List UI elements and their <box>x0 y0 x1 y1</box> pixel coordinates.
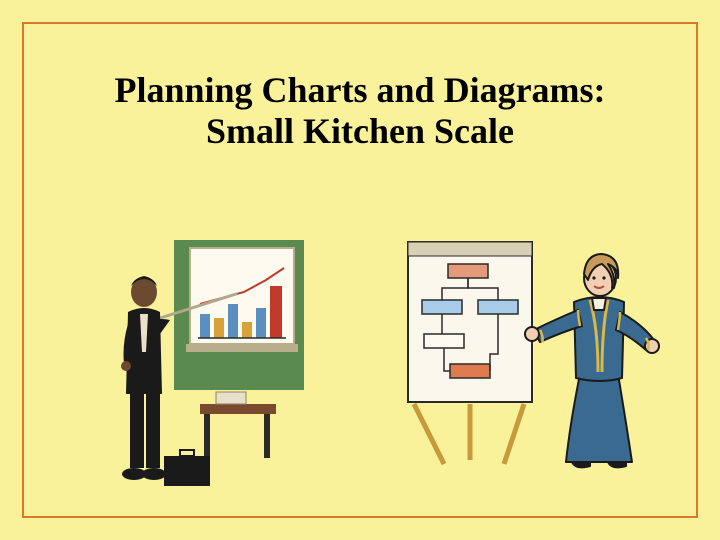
slide: Planning Charts and Diagrams: Small Kitc… <box>0 0 720 540</box>
slide-title: Planning Charts and Diagrams: Small Kitc… <box>24 70 696 153</box>
presenter-woman-flowchart-icon <box>394 234 674 474</box>
illustration-row <box>24 234 696 504</box>
slide-border: Planning Charts and Diagrams: Small Kitc… <box>22 22 698 518</box>
title-line-1: Planning Charts and Diagrams: <box>24 70 696 111</box>
presenter-man-barchart-icon <box>104 234 334 494</box>
title-line-2: Small Kitchen Scale <box>24 111 696 152</box>
